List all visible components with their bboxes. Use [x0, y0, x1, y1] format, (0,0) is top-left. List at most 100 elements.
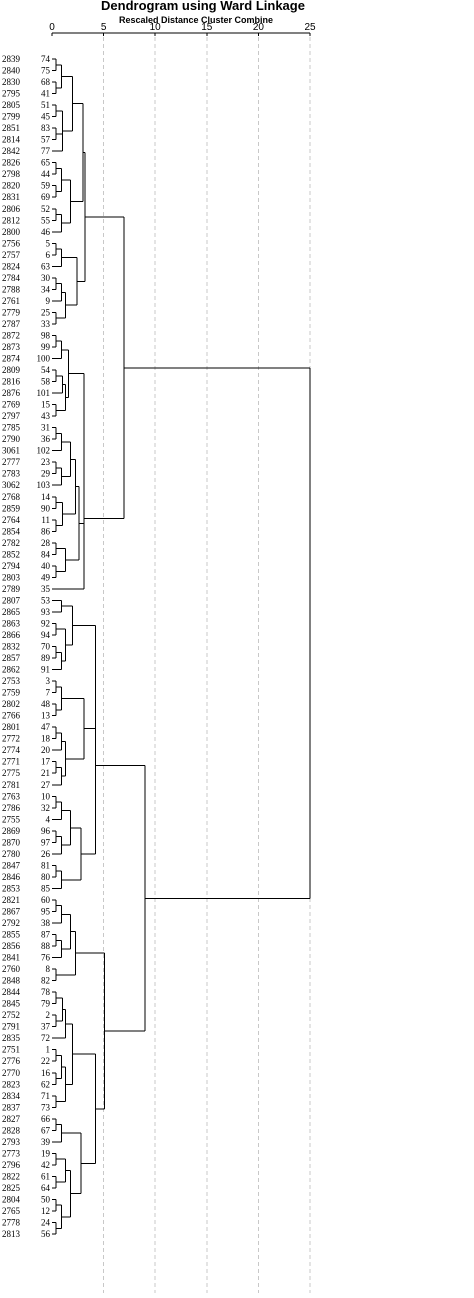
leaf-case-number: 85 — [41, 883, 51, 893]
leaf-case-number: 79 — [41, 999, 51, 1009]
leaf-label: 2799 — [2, 112, 21, 122]
leaf-label: 2809 — [2, 365, 21, 375]
leaf-label: 2842 — [2, 146, 20, 156]
x-tick-label: 15 — [201, 22, 213, 33]
leaf-label: 2862 — [2, 665, 20, 675]
leaf-label: 2828 — [2, 1125, 21, 1135]
leaf-label: 2835 — [2, 1033, 21, 1043]
leaf-case-number: 56 — [41, 1229, 51, 1239]
leaf-case-number: 88 — [41, 941, 51, 951]
leaf-label: 2766 — [2, 711, 21, 721]
leaf-case-number: 17 — [41, 757, 51, 767]
leaf-label: 2866 — [2, 630, 21, 640]
leaf-case-number: 50 — [41, 1194, 51, 1204]
leaf-case-number: 68 — [41, 77, 51, 87]
leaf-label: 2822 — [2, 1171, 20, 1181]
leaf-label: 2776 — [2, 1056, 21, 1066]
leaf-case-number: 69 — [41, 192, 51, 202]
leaf-case-number: 2 — [46, 1010, 51, 1020]
leaf-label: 2780 — [2, 849, 21, 859]
leaf-case-number: 33 — [41, 319, 51, 329]
leaf-case-number: 22 — [41, 1056, 50, 1066]
leaf-label: 2863 — [2, 618, 21, 628]
leaf-label: 2764 — [2, 515, 21, 525]
leaf-label: 2769 — [2, 400, 21, 410]
leaf-case-number: 90 — [41, 503, 51, 513]
grid-layer — [103, 37, 311, 1293]
leaf-case-number: 49 — [41, 572, 51, 582]
leaf-label: 2834 — [2, 1091, 21, 1101]
leaf-label: 2823 — [2, 1079, 21, 1089]
chart-title: Dendrogram using Ward Linkage — [101, 0, 305, 13]
leaf-case-number: 5 — [46, 238, 51, 248]
leaf-label: 2801 — [2, 722, 20, 732]
leaf-case-number: 81 — [41, 860, 50, 870]
leaf-label: 2847 — [2, 860, 21, 870]
leaf-label: 2840 — [2, 66, 21, 76]
leaf-case-number: 34 — [41, 284, 51, 294]
leaf-case-number: 27 — [41, 780, 51, 790]
leaf-label: 2779 — [2, 307, 21, 317]
leaf-label: 2770 — [2, 1068, 21, 1078]
leaf-label: 2782 — [2, 538, 20, 548]
leaf-label: 2848 — [2, 976, 21, 986]
leaf-case-number: 36 — [41, 434, 51, 444]
leaf-case-number: 7 — [46, 688, 51, 698]
leaf-case-number: 48 — [41, 699, 51, 709]
leaf-case-number: 45 — [41, 112, 51, 122]
leaf-case-number: 32 — [41, 803, 50, 813]
leaf-case-number: 58 — [41, 377, 51, 387]
leaf-case-number: 46 — [41, 227, 51, 237]
leaf-case-number: 40 — [41, 561, 51, 571]
leaf-case-number: 29 — [41, 469, 51, 479]
leaf-label: 2765 — [2, 1206, 21, 1216]
leaf-label: 2874 — [2, 354, 21, 364]
leaf-case-number: 53 — [41, 595, 51, 605]
leaf-label: 2752 — [2, 1010, 20, 1020]
leaf-case-number: 51 — [41, 100, 50, 110]
leaf-label: 2827 — [2, 1114, 21, 1124]
leaf-case-number: 57 — [41, 135, 51, 145]
leaf-case-number: 21 — [41, 768, 50, 778]
leaf-label: 2793 — [2, 1137, 21, 1147]
leaf-case-number: 42 — [41, 1160, 50, 1170]
leaf-label: 2839 — [2, 54, 21, 64]
leaf-case-number: 11 — [41, 515, 50, 525]
x-tick-label: 20 — [253, 22, 265, 33]
leaf-label: 2845 — [2, 999, 21, 1009]
leaf-label: 2859 — [2, 503, 21, 513]
leaf-label: 2816 — [2, 377, 21, 387]
leaf-case-number: 31 — [41, 423, 50, 433]
leaf-label: 2792 — [2, 918, 20, 928]
leaf-label: 2797 — [2, 411, 21, 421]
leaf-case-number: 94 — [41, 630, 51, 640]
leaf-case-number: 41 — [41, 89, 50, 99]
leaf-label: 2772 — [2, 734, 20, 744]
leaf-case-number: 1 — [46, 1045, 51, 1055]
leaf-case-number: 30 — [41, 273, 51, 283]
leaf-case-number: 72 — [41, 1033, 50, 1043]
leaf-label: 2814 — [2, 135, 21, 145]
leaf-label: 2812 — [2, 215, 20, 225]
leaf-case-number: 13 — [41, 711, 51, 721]
leaf-case-number: 75 — [41, 66, 51, 76]
x-tick-label: 5 — [101, 22, 107, 33]
leaf-label: 2757 — [2, 250, 21, 260]
leaf-label: 2820 — [2, 181, 21, 191]
leaf-label: 2826 — [2, 158, 21, 168]
leaf-label: 2786 — [2, 803, 21, 813]
leaf-case-number: 12 — [41, 1206, 50, 1216]
leaf-label: 2821 — [2, 895, 20, 905]
leaf-case-number: 47 — [41, 722, 51, 732]
leaf-label: 2756 — [2, 238, 21, 248]
leaf-case-number: 35 — [41, 584, 51, 594]
leaf-case-number: 71 — [41, 1091, 50, 1101]
leaf-label: 2798 — [2, 169, 21, 179]
leaf-case-number: 76 — [41, 953, 51, 963]
leaf-case-number: 24 — [41, 1218, 51, 1228]
leaf-label: 2788 — [2, 284, 21, 294]
leaf-label: 2796 — [2, 1160, 21, 1170]
leaf-case-number: 6 — [46, 250, 51, 260]
leaf-case-number: 3 — [46, 676, 51, 686]
